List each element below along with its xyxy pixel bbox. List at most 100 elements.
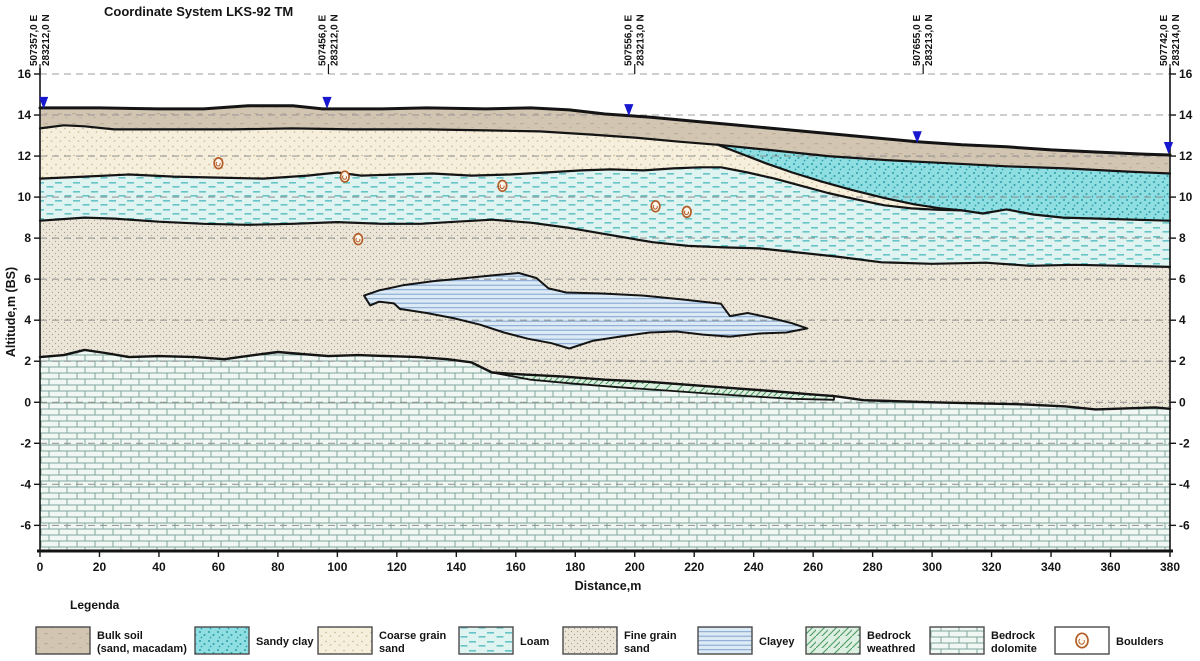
boulder-icon	[339, 170, 350, 183]
borehole-easting: 507655,0 E	[912, 15, 923, 66]
x-tick-label: 380	[1160, 560, 1180, 574]
x-tick-label: 240	[744, 560, 764, 574]
legend-label: Bedrock	[991, 630, 1036, 642]
borehole-northing: 283214,0 N	[1171, 14, 1182, 66]
x-tick-label: 280	[863, 560, 883, 574]
x-tick-label: 20	[93, 560, 107, 574]
legend-label: weathred	[866, 643, 915, 655]
x-tick-label: 100	[327, 560, 347, 574]
water-table-marker-icon	[912, 131, 922, 144]
borehole-label-3: 507655,0 E 283213,0 N	[912, 14, 935, 66]
boundary-clayey-outline	[363, 272, 809, 350]
y-tick-label-left: 2	[24, 354, 31, 368]
boundary-bulk-soil-bottom	[38, 124, 1172, 175]
legend-swatch	[929, 626, 985, 655]
legend-label: sand	[379, 643, 405, 655]
borehole-label-4: 507742,0 E 283214,0 N	[1159, 14, 1182, 66]
x-tick-label: 180	[565, 560, 585, 574]
legend-swatch	[194, 626, 250, 655]
legend-item-sandy-clay: Sandy clay	[194, 626, 314, 655]
x-tick-label: 40	[152, 560, 166, 574]
borehole-label-1: 507456,0 E 283212,0 N	[317, 14, 340, 66]
legend-swatch	[805, 626, 861, 655]
layer-bulk-soil	[40, 105, 1170, 174]
borehole-easting: 507357,0 E	[29, 15, 40, 66]
legend-swatch	[35, 626, 91, 655]
y-tick-label-left: 14	[18, 108, 32, 122]
x-tick-label: 140	[446, 560, 466, 574]
borehole-label-0: 507357,0 E 283212,0 N	[29, 14, 52, 66]
boulder-icon	[353, 232, 364, 246]
y-tick-label-right: 16	[1179, 67, 1193, 81]
borehole-label-2: 507556,0 E 283213,0 N	[624, 14, 647, 66]
y-tick-label-right: 2	[1179, 354, 1186, 368]
borehole-northing: 283212,0 N	[41, 14, 52, 66]
y-tick-label-left: -4	[20, 477, 31, 491]
boundary-ground-surface	[38, 104, 1172, 157]
boundary-weathred-outline	[491, 371, 835, 401]
y-tick-label-left: 12	[18, 149, 32, 163]
boundary-sandy-clay-bottom	[716, 143, 1172, 222]
layer-loam	[40, 167, 1170, 267]
y-tick-label-right: -6	[1179, 518, 1190, 532]
legend-swatch	[458, 626, 514, 655]
x-tick-label: 160	[506, 560, 526, 574]
layer-bedrock-dolomite	[40, 349, 1170, 551]
y-tick-label-left: 4	[24, 313, 31, 327]
x-axis-title: Distance,m	[575, 579, 642, 593]
x-tick-label: 200	[625, 560, 645, 574]
water-table-marker-icon	[624, 104, 634, 117]
legend-swatch	[697, 626, 753, 655]
legend-title: Legenda	[70, 598, 120, 612]
layer-bedrock-weathred	[492, 372, 834, 400]
legend-label: sand	[624, 643, 650, 655]
water-table-marker-icon	[39, 96, 49, 109]
y-tick-label-left: 0	[24, 395, 31, 409]
y-tick-label-left: -6	[20, 518, 31, 532]
x-tick-label: 260	[803, 560, 823, 574]
y-axis-title: Altitude,m (BS)	[4, 267, 18, 357]
y-tick-label-right: 8	[1179, 231, 1186, 245]
x-tick-label: 340	[1041, 560, 1061, 574]
legend-item-loam: Loam	[458, 626, 550, 655]
legend-label: Fine grain	[624, 630, 677, 642]
water-table-marker-icon	[322, 96, 332, 109]
y-tick-label-right: -4	[1179, 477, 1190, 491]
y-tick-label-right: 14	[1179, 108, 1193, 122]
legend-item-clayey: Clayey	[697, 626, 795, 655]
legend-label: Coarse grain	[379, 630, 447, 642]
layer-sandy-clay	[718, 144, 1170, 221]
y-tick-label-left: 16	[18, 67, 32, 81]
legend-item-boulders: Boulders	[1054, 626, 1164, 655]
legend-label: Sandy clay	[256, 636, 314, 648]
legend-label: Bulk soil	[97, 630, 143, 642]
y-tick-label-left: 8	[24, 231, 31, 245]
y-tick-label-right: 12	[1179, 149, 1193, 163]
legend-label: (sand, macadam)	[97, 643, 187, 655]
y-tick-label-left: 6	[24, 272, 31, 286]
x-tick-label: 300	[922, 560, 942, 574]
borehole-easting: 507742,0 E	[1159, 15, 1170, 66]
legend-label: Clayey	[759, 636, 795, 648]
chart-title: Coordinate System LKS-92 TM	[104, 4, 293, 19]
boulder-icon	[497, 179, 508, 193]
x-tick-label: 60	[212, 560, 226, 574]
x-tick-label: 320	[982, 560, 1002, 574]
borehole-easting: 507456,0 E	[317, 15, 328, 66]
legend-swatch	[562, 626, 618, 655]
y-tick-label-right: 6	[1179, 272, 1186, 286]
layer-coarse-grain-sand	[40, 125, 962, 211]
y-tick-label-right: 10	[1179, 190, 1193, 204]
legend-label: Bedrock	[867, 630, 912, 642]
y-tick-label-left: -2	[20, 436, 31, 450]
borehole-northing: 283213,0 N	[924, 14, 935, 66]
legend-item-bulk-soil: Bulk soil(sand, macadam)	[35, 626, 187, 655]
boulder-icon	[681, 205, 692, 219]
boundary-loam-top	[38, 166, 963, 212]
